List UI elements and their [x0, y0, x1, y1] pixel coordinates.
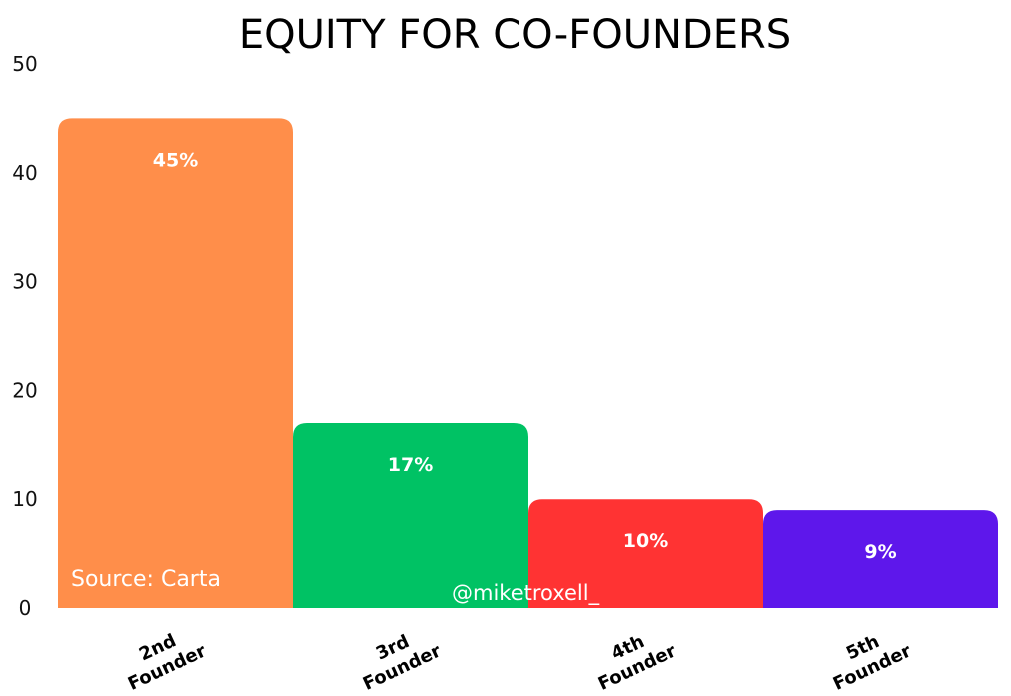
y-tick-label: 30 — [12, 270, 37, 294]
y-tick-label: 20 — [12, 378, 37, 402]
bar-2 — [293, 423, 528, 608]
y-tick-label: 40 — [12, 161, 37, 185]
source-annotation: Source: Carta — [71, 567, 221, 592]
bar-1 — [58, 118, 293, 609]
bar-value-label: 10% — [623, 530, 668, 552]
y-tick-label: 50 — [12, 52, 37, 76]
bar-value-label: 9% — [864, 541, 896, 563]
y-tick-label: 0 — [19, 596, 32, 620]
y-axis: 0 10 20 30 40 50 — [12, 52, 37, 620]
y-tick-label: 10 — [12, 487, 37, 511]
bars — [58, 118, 998, 609]
bar-labels: 45% 17% 10% 9% — [153, 149, 897, 563]
bar-4 — [763, 510, 998, 608]
chart-title: EQUITY FOR CO-FOUNDERS — [239, 12, 791, 58]
bar-3 — [528, 499, 763, 608]
handle-annotation: @miketroxell_ — [452, 581, 600, 606]
bar-value-label: 45% — [153, 149, 198, 171]
bar-value-label: 17% — [388, 454, 433, 476]
